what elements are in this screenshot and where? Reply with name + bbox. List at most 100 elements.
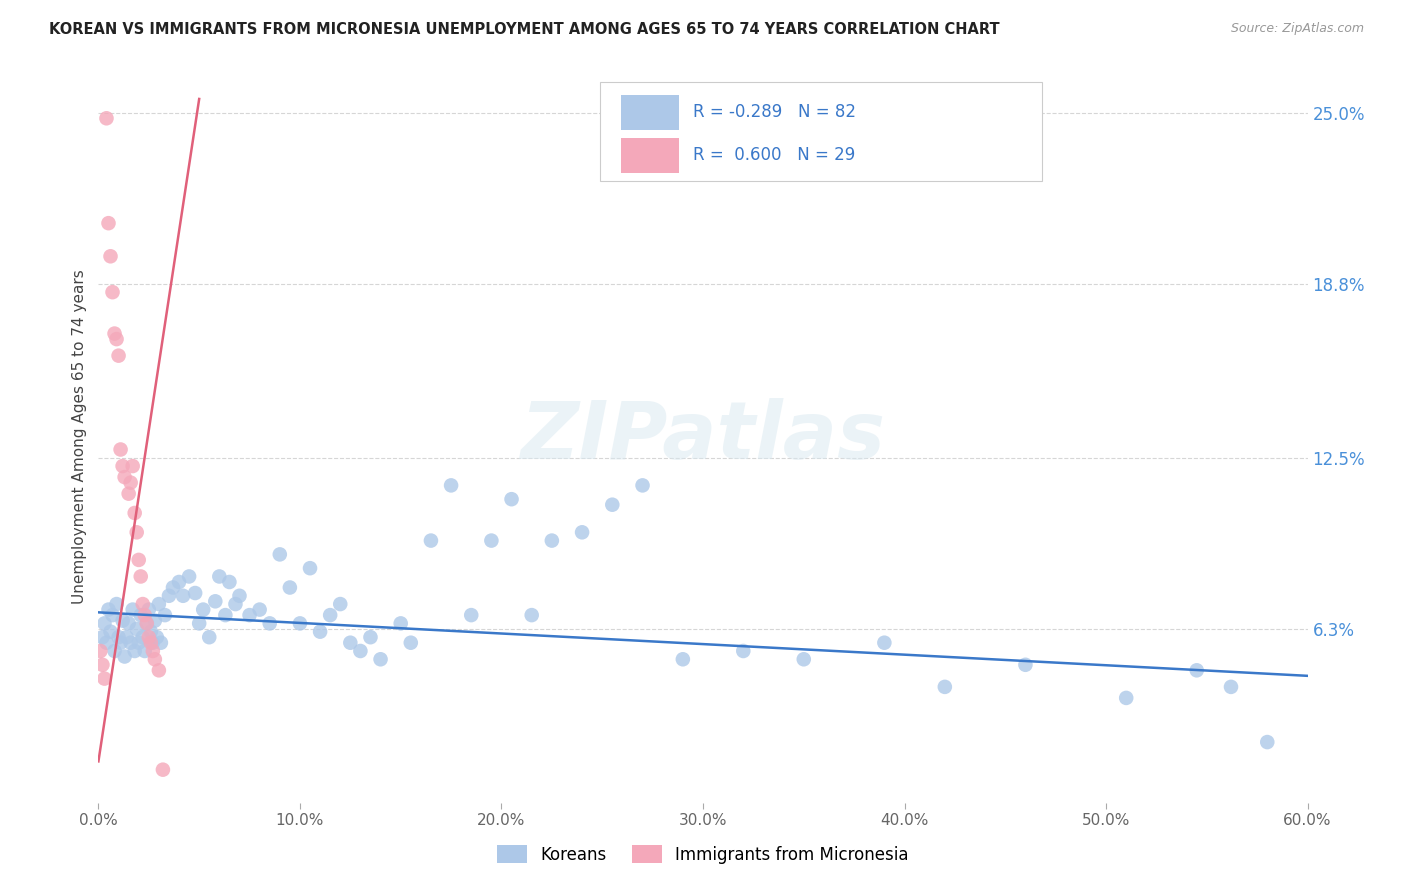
Point: [138, 630, 160, 644]
Point: [101, 285, 124, 300]
Point: [97, 602, 120, 616]
Point: [389, 616, 412, 631]
Point: [370, 652, 392, 666]
Point: [107, 630, 129, 644]
Point: [602, 498, 624, 512]
Point: [142, 636, 165, 650]
Point: [148, 663, 170, 677]
Point: [319, 608, 342, 623]
Point: [139, 624, 162, 639]
Point: [179, 569, 201, 583]
Point: [571, 525, 593, 540]
Point: [89, 644, 111, 658]
Point: [105, 597, 128, 611]
Point: [214, 608, 236, 623]
Point: [115, 630, 138, 644]
Point: [135, 616, 157, 631]
Point: [520, 608, 543, 623]
Point: [128, 636, 150, 650]
Point: [309, 624, 332, 639]
Point: [1014, 657, 1036, 672]
Text: ZIPatlas: ZIPatlas: [520, 398, 886, 476]
Point: [134, 644, 156, 658]
Legend: Koreans, Immigrants from Micronesia: Koreans, Immigrants from Micronesia: [491, 838, 915, 871]
Bar: [621, 137, 679, 173]
Point: [100, 624, 122, 639]
Point: [124, 644, 146, 658]
Point: [204, 594, 226, 608]
Point: [114, 649, 136, 664]
Point: [198, 630, 221, 644]
Point: [135, 616, 157, 631]
Point: [218, 574, 240, 589]
Point: [793, 652, 815, 666]
Point: [143, 614, 166, 628]
Text: Source: ZipAtlas.com: Source: ZipAtlas.com: [1230, 22, 1364, 36]
Point: [148, 597, 170, 611]
Point: [259, 616, 281, 631]
Point: [114, 470, 136, 484]
Y-axis label: Unemployment Among Ages 65 to 74 years: Unemployment Among Ages 65 to 74 years: [72, 269, 87, 605]
Point: [118, 616, 141, 631]
Point: [269, 548, 291, 562]
Point: [146, 630, 169, 644]
Point: [399, 636, 422, 650]
Point: [134, 608, 156, 623]
Point: [97, 216, 120, 230]
Point: [278, 581, 301, 595]
Point: [228, 589, 250, 603]
Point: [132, 630, 155, 644]
Point: [481, 533, 503, 548]
Point: [733, 644, 755, 658]
Point: [93, 672, 115, 686]
Point: [124, 506, 146, 520]
Point: [440, 478, 463, 492]
Point: [149, 636, 172, 650]
Bar: [621, 95, 679, 130]
Point: [111, 614, 134, 628]
Point: [105, 332, 128, 346]
Point: [139, 636, 162, 650]
Point: [239, 608, 262, 623]
Point: [460, 608, 482, 623]
FancyBboxPatch shape: [600, 82, 1042, 181]
Point: [249, 602, 271, 616]
Point: [420, 533, 443, 548]
Point: [91, 630, 114, 644]
Point: [121, 602, 143, 616]
Point: [91, 657, 114, 672]
Point: [873, 636, 896, 650]
Point: [672, 652, 695, 666]
Point: [129, 569, 152, 583]
Point: [224, 597, 246, 611]
Point: [188, 616, 211, 631]
Point: [120, 475, 142, 490]
Point: [125, 622, 148, 636]
Point: [153, 608, 176, 623]
Point: [100, 249, 122, 263]
Point: [118, 486, 141, 500]
Point: [501, 492, 523, 507]
Point: [288, 616, 311, 631]
Point: [540, 533, 562, 548]
Point: [934, 680, 956, 694]
Point: [111, 458, 134, 473]
Point: [132, 597, 155, 611]
Point: [329, 597, 352, 611]
Point: [103, 326, 125, 341]
Point: [360, 630, 382, 644]
Point: [172, 589, 194, 603]
Point: [152, 763, 174, 777]
Point: [121, 458, 143, 473]
Point: [299, 561, 322, 575]
Point: [1256, 735, 1278, 749]
Point: [142, 644, 165, 658]
Point: [167, 574, 190, 589]
Point: [184, 586, 207, 600]
Text: KOREAN VS IMMIGRANTS FROM MICRONESIA UNEMPLOYMENT AMONG AGES 65 TO 74 YEARS CORR: KOREAN VS IMMIGRANTS FROM MICRONESIA UNE…: [49, 22, 1000, 37]
Point: [1115, 690, 1137, 705]
Point: [339, 636, 361, 650]
Point: [93, 616, 115, 631]
Point: [120, 636, 142, 650]
Point: [110, 442, 132, 457]
